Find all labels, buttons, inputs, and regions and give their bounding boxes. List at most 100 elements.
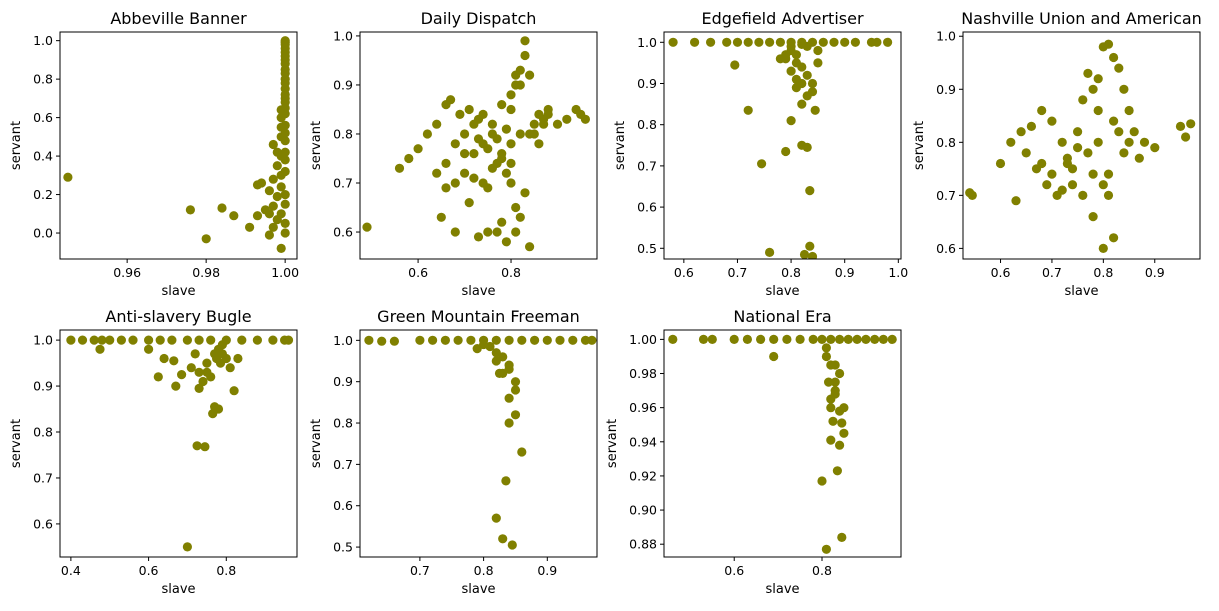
data-point xyxy=(1093,105,1103,116)
y-tick-label: 0.7 xyxy=(33,470,53,485)
data-point xyxy=(200,442,210,452)
data-point xyxy=(515,65,525,75)
x-tick-label: 0.7 xyxy=(728,265,748,280)
y-axis-label: servant xyxy=(605,419,620,468)
data-point xyxy=(510,410,521,420)
y-tick-label: 1.0 xyxy=(33,333,53,348)
y-tick-label: 0.8 xyxy=(936,135,956,150)
data-point xyxy=(668,334,678,344)
data-point xyxy=(280,136,290,146)
data-point xyxy=(810,105,820,115)
data-point xyxy=(511,202,521,213)
y-axis-label: servant xyxy=(613,121,628,170)
data-point xyxy=(1103,190,1114,200)
data-point xyxy=(450,178,460,188)
data-point xyxy=(967,190,977,200)
data-point xyxy=(887,334,897,344)
data-point xyxy=(280,166,290,177)
data-point xyxy=(280,38,290,48)
y-tick-label: 1.0 xyxy=(33,33,53,48)
data-point xyxy=(485,341,495,352)
data-point xyxy=(775,54,786,64)
data-point xyxy=(469,173,479,183)
data-point xyxy=(1083,68,1093,78)
data-point xyxy=(817,334,827,344)
axes-frame xyxy=(962,31,1201,260)
data-point xyxy=(498,534,508,544)
data-point xyxy=(807,78,818,89)
y-axis-label: servant xyxy=(309,121,324,170)
data-point xyxy=(280,218,290,228)
data-point xyxy=(807,251,818,259)
data-point xyxy=(1088,84,1098,94)
x-tick-label: 0.9 xyxy=(537,563,557,578)
subplot-title: Edgefield Advertiser xyxy=(701,9,863,28)
y-tick-label: 0.8 xyxy=(33,425,53,440)
data-point xyxy=(1078,190,1088,200)
data-point xyxy=(276,209,286,219)
data-point xyxy=(504,418,514,428)
data-point xyxy=(501,168,511,178)
y-tick-label: 0.8 xyxy=(333,126,353,141)
data-point xyxy=(807,87,818,97)
data-point xyxy=(1109,52,1119,63)
data-point xyxy=(198,376,208,387)
data-point xyxy=(192,441,202,451)
x-axis-label: slave xyxy=(461,582,495,597)
data-point xyxy=(77,335,88,345)
axes-frame xyxy=(359,31,598,260)
data-point xyxy=(506,158,516,168)
data-point xyxy=(769,351,779,362)
data-point xyxy=(264,230,274,240)
x-axis-label: slave xyxy=(765,284,799,299)
data-point xyxy=(1098,243,1108,253)
data-point xyxy=(105,335,115,345)
data-point xyxy=(534,139,544,149)
data-point xyxy=(491,356,501,366)
data-point xyxy=(786,66,796,76)
data-point xyxy=(732,37,743,47)
data-point xyxy=(552,119,563,129)
y-tick-label: 0.4 xyxy=(33,149,53,164)
data-point xyxy=(826,394,836,404)
data-point xyxy=(828,416,838,426)
data-point xyxy=(268,139,278,150)
data-point xyxy=(706,37,716,47)
data-point xyxy=(446,95,456,105)
data-point xyxy=(185,205,195,215)
y-tick-label: 0.2 xyxy=(33,187,53,202)
data-point xyxy=(1175,121,1186,131)
x-tick-label: 0.6 xyxy=(139,563,159,578)
data-point xyxy=(506,139,516,149)
data-point xyxy=(1016,127,1026,137)
data-point xyxy=(742,334,753,344)
x-tick-label: 0.4 xyxy=(61,563,81,578)
data-point xyxy=(144,344,154,354)
y-tick-label: 1.0 xyxy=(333,28,353,43)
data-point xyxy=(229,386,239,396)
data-point xyxy=(797,39,807,50)
subplot-title: Green Mountain Freeman xyxy=(377,307,580,326)
data-point xyxy=(1067,180,1078,190)
y-tick-label: 0.9 xyxy=(936,82,956,97)
data-point xyxy=(765,37,775,47)
data-point xyxy=(491,335,501,345)
data-point xyxy=(698,334,709,344)
data-point xyxy=(1042,180,1052,190)
y-tick-label: 0.98 xyxy=(629,366,657,381)
data-point xyxy=(837,532,847,543)
y-tick-label: 0.7 xyxy=(333,457,353,472)
data-point xyxy=(460,149,470,159)
data-point xyxy=(504,393,514,403)
data-point xyxy=(1073,143,1083,153)
data-point xyxy=(362,222,372,232)
data-point xyxy=(821,544,832,554)
data-point xyxy=(1088,212,1098,222)
data-point xyxy=(1011,196,1021,206)
x-tick-label: 0.6 xyxy=(408,265,428,280)
data-point xyxy=(562,114,572,124)
subplot-5: 0.4 0.6 0.8 0.6 0.7 0.8 0.9 1.0 Anti-slavery Bug… xyxy=(9,307,298,597)
data-point xyxy=(280,228,290,238)
data-point xyxy=(413,144,423,154)
data-point xyxy=(245,222,255,232)
